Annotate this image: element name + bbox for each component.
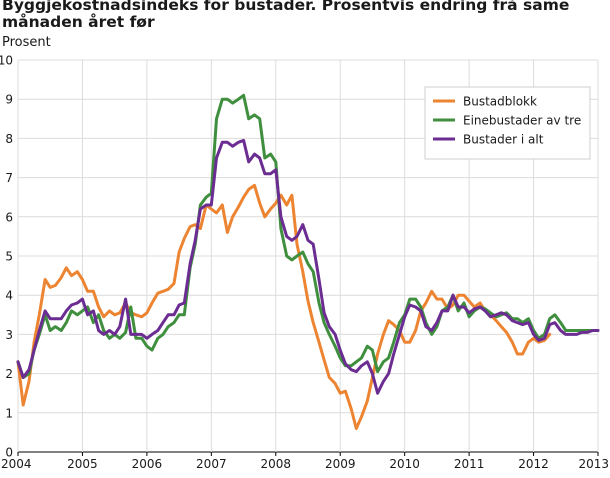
x-tick-label: 2010 xyxy=(389,457,420,471)
series-line-bustader-i-alt xyxy=(16,138,600,395)
x-tick-label: 2012 xyxy=(518,457,549,471)
y-tick-label: 2 xyxy=(5,367,13,381)
x-tick-label: 2011 xyxy=(454,457,485,471)
x-tick-label: 2005 xyxy=(67,457,98,471)
y-tick-label: 8 xyxy=(5,132,13,146)
y-tick-label: 10 xyxy=(0,54,13,68)
y-tick-label: 5 xyxy=(5,250,13,264)
y-axis-label: Prosent xyxy=(2,35,51,50)
y-tick-label: 7 xyxy=(5,171,13,185)
x-tick-label: 2008 xyxy=(261,457,292,471)
y-tick-label: 1 xyxy=(5,406,13,420)
series-line-bustadblokk xyxy=(16,183,552,430)
x-tick-label: 2013 xyxy=(578,457,609,471)
y-tick-label: 0 xyxy=(5,446,13,460)
chart-title: Byggjekostnadsindeks for bustader. Prose… xyxy=(2,0,570,31)
y-tick-label: 3 xyxy=(5,328,13,342)
legend-box xyxy=(424,86,591,160)
x-tick-label: 2006 xyxy=(132,457,163,471)
legend-label: Bustadblokk xyxy=(463,95,537,109)
y-tick-label: 4 xyxy=(5,289,13,303)
y-tick-label: 6 xyxy=(5,210,13,224)
x-tick-label: 2007 xyxy=(196,457,227,471)
x-tick-label: 2009 xyxy=(325,457,356,471)
y-tick-label: 9 xyxy=(5,93,13,107)
legend-label: Bustader i alt xyxy=(463,133,544,147)
legend-label: Einebustader av tre xyxy=(463,114,581,128)
x-tick-label: 2004 xyxy=(1,457,32,471)
